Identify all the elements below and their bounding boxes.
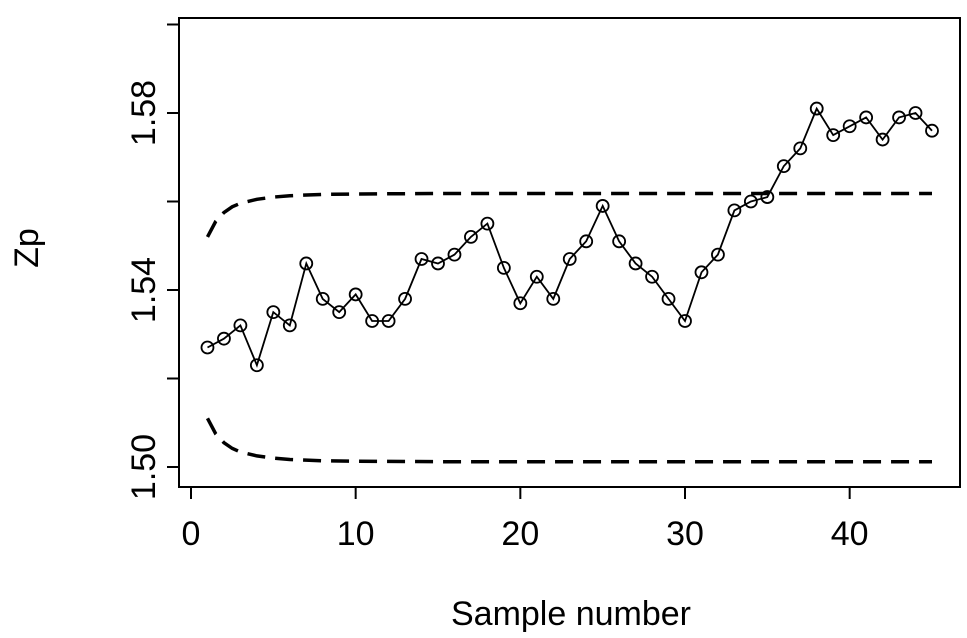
x-axis: 0 10 20 30 40 — [182, 486, 869, 553]
data-point — [612, 234, 627, 249]
data-point — [381, 314, 396, 328]
y-tick-label: 1.54 — [125, 257, 163, 323]
data-point — [678, 314, 692, 328]
data-point — [579, 234, 594, 249]
data-point — [282, 318, 297, 333]
data-point — [480, 216, 495, 231]
x-tick-label: 20 — [501, 515, 539, 553]
data-point — [546, 291, 561, 306]
data-point — [249, 358, 264, 373]
series-layer — [200, 101, 939, 464]
lower-limit-line — [205, 417, 932, 464]
data-point — [233, 318, 248, 333]
data-point — [431, 256, 445, 271]
data-point — [496, 260, 511, 275]
data-point — [315, 291, 330, 306]
data-point — [398, 291, 412, 306]
y-tick-label: 1.50 — [125, 434, 163, 500]
data-point — [414, 252, 429, 266]
data-point — [299, 256, 314, 271]
data-point — [562, 252, 577, 266]
data-point — [727, 203, 742, 218]
data-point — [464, 229, 478, 244]
y-tick-label: 1.58 — [125, 80, 163, 146]
data-point — [776, 159, 791, 174]
data-point — [711, 247, 725, 262]
data-point — [875, 132, 890, 147]
x-tick-label: 0 — [182, 515, 201, 553]
data-point — [645, 269, 659, 284]
x-axis-title: Sample number — [451, 595, 691, 633]
data-point — [892, 110, 906, 125]
data-point — [859, 110, 874, 125]
y-axis-title: Zp — [8, 228, 46, 268]
data-point — [661, 291, 676, 306]
data-point — [842, 119, 857, 134]
y-axis: 1.50 1.54 1.58 — [125, 18, 180, 500]
data-point — [628, 256, 643, 271]
data-point — [529, 269, 544, 284]
data-point — [793, 141, 808, 156]
data-point — [348, 287, 363, 302]
data-point — [743, 194, 758, 209]
data-point — [365, 314, 380, 328]
data-point — [760, 190, 775, 204]
data-point — [595, 199, 610, 213]
data-point — [925, 123, 939, 138]
data-point — [694, 265, 709, 280]
data-point — [447, 247, 462, 262]
data-point — [809, 101, 824, 116]
x-tick-label: 30 — [666, 515, 704, 553]
data-point — [826, 128, 841, 143]
data-point — [908, 106, 923, 120]
x-tick-label: 10 — [337, 515, 375, 553]
x-tick-label: 40 — [831, 515, 869, 553]
data-point — [217, 331, 231, 346]
series-line — [207, 106, 933, 368]
data-point — [266, 305, 281, 320]
data-point — [200, 340, 215, 355]
upper-limit-line — [205, 191, 932, 238]
data-point — [513, 296, 528, 311]
data-point — [332, 305, 347, 320]
